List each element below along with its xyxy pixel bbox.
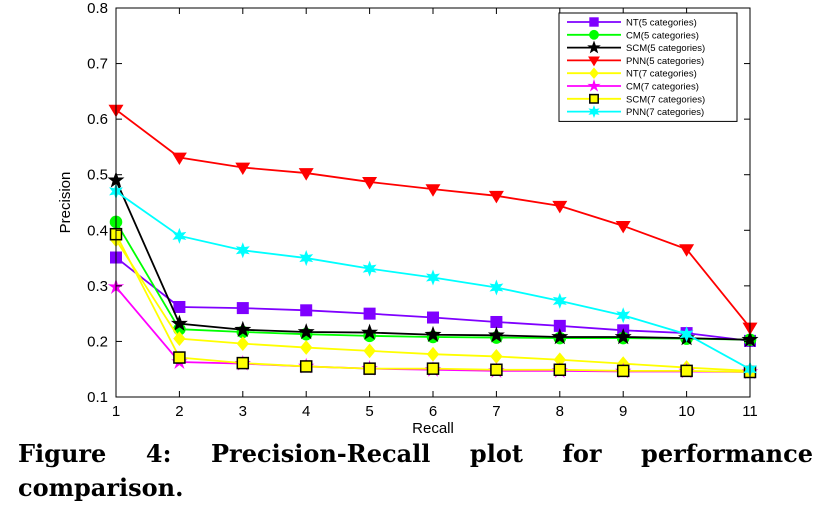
legend-marker [588, 105, 600, 119]
data-point [362, 177, 378, 190]
y-tick-label: 0.7 [87, 56, 108, 73]
series-line [115, 108, 751, 329]
y-axis-title: Precision [57, 172, 74, 234]
figure-caption: Figure 4: Precision-Recall plot for perf… [18, 439, 813, 502]
y-tick-label: 0.6 [87, 111, 108, 128]
legend: NT(5 categories)CM(5 categories) SCM(5 ca… [558, 12, 738, 122]
precision-recall-chart: 1 2 3 4 5 6 7 8 9 10 11 0.1 0.2 0.3 0.4 0.5 0.6 0.7 0.8 NT… [57, 0, 759, 435]
y-tick-label: 0.3 [87, 278, 108, 295]
legend-label: NT(7 categories) [626, 69, 697, 80]
data-point [300, 304, 313, 317]
data-point [361, 323, 379, 340]
data-point [614, 328, 632, 345]
series-4 [108, 104, 758, 336]
x-tick-label: 4 [302, 403, 310, 420]
data-point [298, 168, 314, 181]
data-point [235, 162, 251, 176]
x-tick-label: 7 [492, 403, 500, 420]
data-point [363, 362, 376, 375]
data-point [552, 292, 567, 309]
legend-label: CM(7 categories) [626, 82, 699, 93]
data-point [300, 340, 313, 355]
legend-marker [589, 67, 599, 80]
data-point [234, 320, 252, 337]
data-point [426, 269, 440, 286]
data-point [490, 349, 503, 364]
data-point [170, 314, 188, 331]
data-point [236, 302, 249, 315]
data-point [679, 326, 694, 343]
data-point [172, 227, 187, 244]
legend-label: SCM(5 categories) [626, 43, 705, 54]
y-tick-label: 0.4 [87, 222, 108, 239]
data-point [426, 346, 440, 362]
data-point [236, 356, 250, 370]
legend-marker [587, 40, 601, 54]
x-tick-label: 11 [742, 403, 758, 420]
data-point [489, 279, 504, 296]
data-point [173, 331, 186, 347]
data-point [235, 242, 250, 259]
legend-label: CM(5 categories) [626, 30, 699, 41]
series-layer [107, 104, 759, 379]
x-tick-label: 5 [365, 403, 373, 420]
x-tick-label: 8 [556, 403, 564, 420]
x-tick-label: 3 [239, 403, 247, 420]
data-point [488, 190, 504, 204]
legend-marker [588, 56, 600, 67]
data-point [680, 364, 693, 378]
data-point [553, 363, 567, 377]
data-point [616, 364, 630, 378]
x-tick-label: 2 [175, 403, 183, 420]
data-point [490, 315, 503, 328]
legend-marker [587, 79, 601, 92]
data-point [297, 323, 315, 340]
data-point [487, 326, 505, 343]
legend-label: PNN(7 categories) [626, 107, 704, 118]
legend-marker [589, 93, 599, 104]
data-point [426, 362, 440, 375]
data-point [362, 260, 377, 277]
y-tick-label: 0.1 [87, 389, 108, 406]
data-point [363, 343, 376, 359]
series-5 [109, 232, 757, 379]
data-point [490, 363, 503, 377]
axes-layer: 1 2 3 4 5 6 7 8 9 10 11 0.1 0.2 0.3 0.4 0.5 0.6 0.7 0.8 [87, 0, 758, 420]
data-point [615, 220, 631, 234]
data-point [552, 200, 568, 214]
x-tick-label: 1 [112, 403, 120, 420]
data-point [424, 325, 442, 342]
y-tick-label: 0.2 [87, 333, 108, 350]
x-tick-label: 9 [619, 403, 627, 420]
data-point [173, 351, 186, 364]
legend-label: SCM(7 categories) [626, 94, 705, 105]
data-point [425, 184, 441, 197]
series-8 [109, 183, 757, 378]
data-point [427, 311, 439, 324]
data-point [299, 250, 314, 267]
y-tick-label: 0.8 [87, 0, 108, 17]
legend-marker [589, 17, 599, 27]
x-tick-label: 6 [429, 403, 437, 420]
data-point [616, 307, 631, 324]
x-tick-label: 10 [678, 403, 695, 420]
legend-label: PNN(5 categories) [626, 56, 704, 67]
y-tick-label: 0.5 [87, 167, 108, 184]
data-point [363, 307, 376, 320]
data-point [679, 244, 695, 257]
data-point [551, 328, 569, 345]
legend-marker [589, 29, 599, 40]
data-point [236, 336, 249, 352]
legend-label: NT(5 categories) [626, 18, 697, 29]
data-point [299, 360, 313, 373]
legend-box [558, 12, 738, 122]
x-axis-title: Recall [412, 420, 454, 435]
data-point [173, 300, 186, 313]
series-3 [107, 171, 759, 347]
data-point [171, 152, 187, 166]
